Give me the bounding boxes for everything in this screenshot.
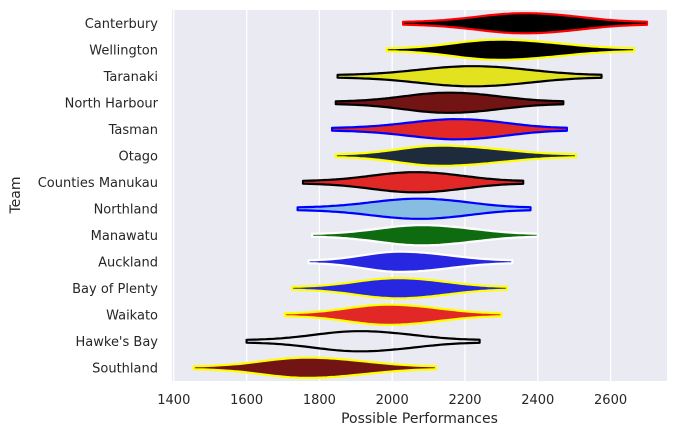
- x-tick-label: 2400: [521, 393, 554, 408]
- violin-manawatu: [311, 224, 539, 247]
- violin-bay-of-plenty: [291, 277, 508, 300]
- violin-counties-manukau: [301, 171, 525, 194]
- violin-taranaki: [336, 65, 603, 88]
- y-axis-title: Team: [8, 176, 24, 214]
- y-tick-label: Southland: [92, 361, 158, 376]
- y-tick-label: Canterbury: [85, 17, 159, 32]
- violin-otago: [334, 144, 578, 167]
- violin-northland: [296, 197, 532, 220]
- violin-wellington: [385, 38, 636, 61]
- y-tick-label: Wellington: [89, 43, 158, 58]
- violin-group: [192, 12, 649, 379]
- y-tick-labels: Canterbury Wellington Taranaki North Harbou…: [38, 17, 159, 377]
- x-tick-label: 2200: [448, 393, 481, 408]
- violin-north-harbour: [334, 91, 565, 114]
- y-tick-label: Tasman: [108, 123, 158, 138]
- y-tick-label: Manawatu: [91, 229, 158, 244]
- y-tick-label: Waikato: [106, 308, 158, 323]
- x-tick-labels: 1400 1600 1800 2000 2200 2400 2600: [157, 393, 627, 408]
- violin-tasman: [331, 118, 568, 141]
- y-tick-label: Hawke's Bay: [76, 335, 159, 350]
- x-axis-title: Possible Performances: [341, 411, 498, 427]
- violin-hawke-s-bay: [245, 330, 481, 353]
- x-tick-label: 1600: [230, 393, 263, 408]
- y-tick-label: Taranaki: [103, 70, 158, 85]
- violin-auckland: [307, 250, 514, 273]
- x-tick-label: 2600: [594, 393, 627, 408]
- x-tick-label: 2000: [376, 393, 409, 408]
- x-tick-label: 1800: [303, 393, 336, 408]
- violin-canterbury: [402, 12, 649, 35]
- x-tick-label: 1400: [157, 393, 190, 408]
- violin-southland: [192, 356, 437, 379]
- y-tick-label: Bay of Plenty: [72, 282, 158, 297]
- violin-waikato: [283, 303, 503, 326]
- y-tick-label: Otago: [118, 149, 158, 164]
- y-tick-label: Auckland: [98, 255, 158, 270]
- y-tick-label: Northland: [94, 202, 158, 217]
- y-tick-label: North Harbour: [65, 96, 159, 111]
- y-tick-label: Counties Manukau: [38, 176, 158, 191]
